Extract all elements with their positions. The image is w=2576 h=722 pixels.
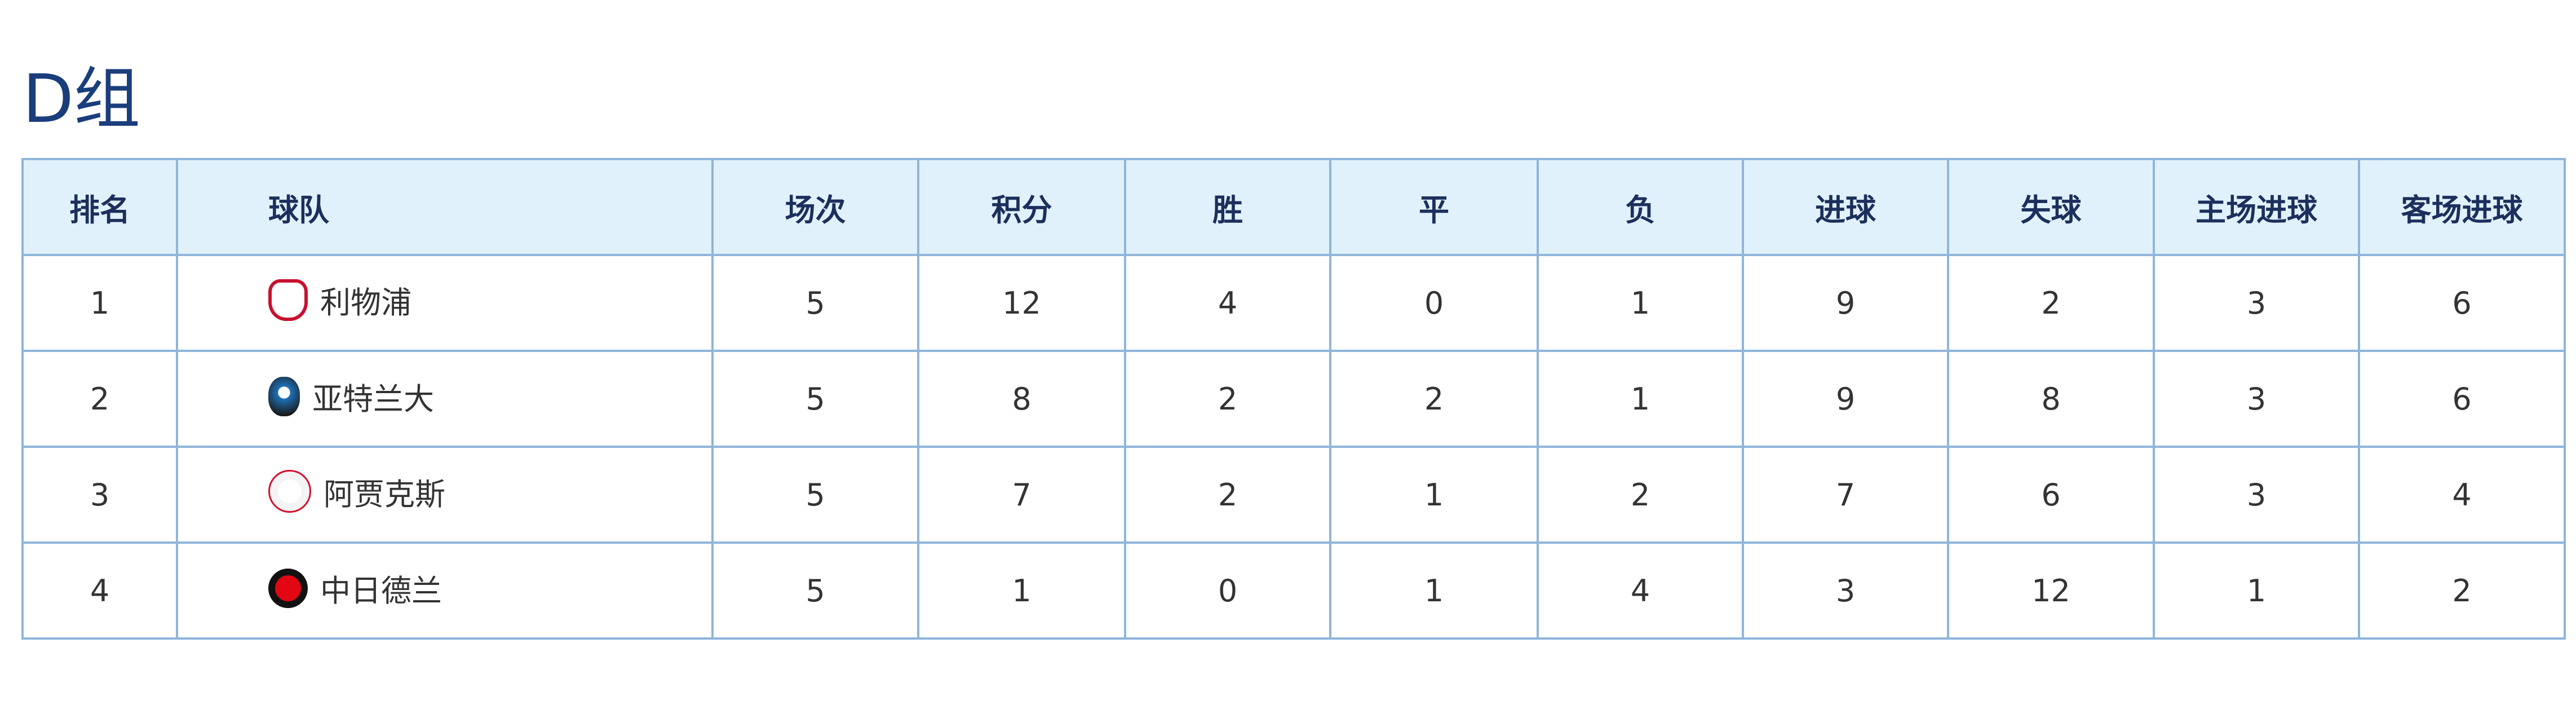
standings-table: 排名 球队 场次 积分 胜 平 负 进球 失球 主场进球 客场进球 1 利物浦 5 1… <box>21 158 2566 640</box>
played-cell: 5 <box>711 350 919 448</box>
rank-cell: 4 <box>21 542 178 640</box>
team-cell: 中日德兰 <box>176 542 714 640</box>
header-points: 积分 <box>917 158 1126 256</box>
header-row: 排名 球队 场次 积分 胜 平 负 进球 失球 主场进球 客场进球 <box>21 158 2566 256</box>
team-cell: 亚特兰大 <box>176 350 714 448</box>
table-row: 2 亚特兰大 5 8 2 2 1 9 8 3 6 <box>21 350 2566 448</box>
away-goals-cell: 6 <box>2358 254 2566 352</box>
rank-cell: 1 <box>21 254 178 352</box>
drawn-cell: 2 <box>1329 350 1539 448</box>
points-cell: 8 <box>917 350 1126 448</box>
header-rank: 排名 <box>21 158 178 256</box>
header-goals-for: 进球 <box>1742 158 1949 256</box>
midtjylland-crest-icon <box>268 568 308 608</box>
team-link[interactable]: 中日德兰 <box>268 566 442 610</box>
header-goals-against: 失球 <box>1947 158 2155 256</box>
goals-against-cell: 8 <box>1947 350 2155 448</box>
group-title: D组 <box>23 60 140 138</box>
header-team: 球队 <box>176 158 714 256</box>
lost-cell: 2 <box>1537 446 1744 544</box>
won-cell: 4 <box>1124 254 1331 352</box>
header-played: 场次 <box>711 158 919 256</box>
header-away-goals: 客场进球 <box>2358 158 2566 256</box>
lost-cell: 1 <box>1537 350 1744 448</box>
ajax-crest-icon <box>268 470 311 513</box>
header-lost: 负 <box>1537 158 1744 256</box>
table-row: 1 利物浦 5 12 4 0 1 9 2 3 6 <box>21 254 2566 352</box>
points-cell: 1 <box>917 542 1126 640</box>
team-cell: 利物浦 <box>176 254 714 352</box>
table-row: 3 阿贾克斯 5 7 2 1 2 7 6 3 4 <box>21 446 2566 544</box>
goals-against-cell: 2 <box>1947 254 2155 352</box>
home-goals-cell: 3 <box>2153 254 2360 352</box>
goals-against-cell: 12 <box>1947 542 2155 640</box>
liverpool-crest-icon <box>268 279 308 321</box>
rank-cell: 3 <box>21 446 178 544</box>
team-name: 中日德兰 <box>320 573 442 609</box>
played-cell: 5 <box>711 542 919 640</box>
header-won: 胜 <box>1124 158 1331 256</box>
home-goals-cell: 3 <box>2153 446 2360 544</box>
header-home-goals: 主场进球 <box>2153 158 2360 256</box>
points-cell: 12 <box>917 254 1126 352</box>
team-link[interactable]: 亚特兰大 <box>268 374 434 419</box>
team-name: 亚特兰大 <box>312 381 434 417</box>
away-goals-cell: 6 <box>2358 350 2566 448</box>
won-cell: 0 <box>1124 542 1331 640</box>
team-name: 阿贾克斯 <box>324 476 445 512</box>
goals-for-cell: 9 <box>1742 254 1949 352</box>
goals-for-cell: 9 <box>1742 350 1949 448</box>
home-goals-cell: 3 <box>2153 350 2360 448</box>
header-drawn: 平 <box>1329 158 1539 256</box>
drawn-cell: 0 <box>1329 254 1539 352</box>
won-cell: 2 <box>1124 446 1331 544</box>
points-cell: 7 <box>917 446 1126 544</box>
played-cell: 5 <box>711 254 919 352</box>
drawn-cell: 1 <box>1329 542 1539 640</box>
rank-cell: 2 <box>21 350 178 448</box>
won-cell: 2 <box>1124 350 1331 448</box>
team-name: 利物浦 <box>320 285 411 321</box>
lost-cell: 1 <box>1537 254 1744 352</box>
team-cell: 阿贾克斯 <box>176 446 714 544</box>
lost-cell: 4 <box>1537 542 1744 640</box>
team-link[interactable]: 阿贾克斯 <box>268 469 445 514</box>
goals-for-cell: 7 <box>1742 446 1949 544</box>
away-goals-cell: 4 <box>2358 446 2566 544</box>
team-link[interactable]: 利物浦 <box>268 278 411 322</box>
table-row: 4 中日德兰 5 1 0 1 4 3 12 1 2 <box>21 542 2566 640</box>
home-goals-cell: 1 <box>2153 542 2360 640</box>
goals-for-cell: 3 <box>1742 542 1949 640</box>
goals-against-cell: 6 <box>1947 446 2155 544</box>
drawn-cell: 1 <box>1329 446 1539 544</box>
played-cell: 5 <box>711 446 919 544</box>
away-goals-cell: 2 <box>2358 542 2566 640</box>
atalanta-crest-icon <box>268 376 300 416</box>
